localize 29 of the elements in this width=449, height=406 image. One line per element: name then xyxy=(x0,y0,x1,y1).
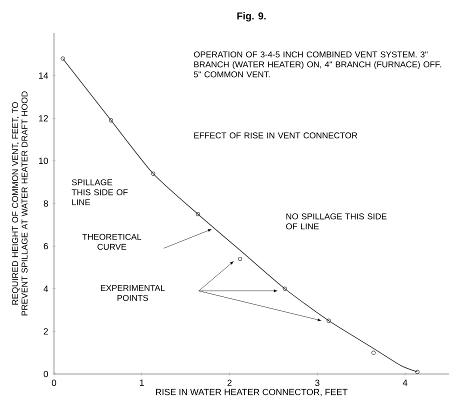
annotation: THEORETICAL CURVE xyxy=(82,234,142,250)
point xyxy=(196,212,200,216)
y-tick-label: 14 xyxy=(39,72,48,79)
y-tick-label: 8 xyxy=(44,200,48,207)
point xyxy=(371,350,376,355)
x-tick-label: 4 xyxy=(402,380,408,386)
y-tick-label: 12 xyxy=(39,115,48,122)
x-axis-title: RISE IN WATER HEATER CONNECTOR, FEET xyxy=(156,388,348,396)
point xyxy=(151,172,156,176)
annotation: EXPERIMENTAL POINTS xyxy=(100,285,165,301)
y-axis-title: REQUIRED HEIGHT OF COMMON VENT, FEET, TO PREVENT SPILLAGE AT WATER HEATER DRAFT HOOD xyxy=(12,91,28,316)
y-tick-label: 0 xyxy=(44,370,48,378)
x-tick-label: 3 xyxy=(315,380,320,386)
y-tick-label: 10 xyxy=(39,158,48,164)
y-tick-label: 2 xyxy=(44,328,48,335)
annotation: OPERATION OF 3-4-5 INCH COMBINED VENT SYSTEM. 3" BRANCH (WATER HEATER) ON, 4" BRANCH (FURNACE) OFF. 5" COMMON VENT. xyxy=(194,51,441,78)
x-tick-label: 0 xyxy=(52,380,56,386)
annotation: NO SPILLAGE THIS SIDE OF LINE xyxy=(286,213,387,230)
y-tick-label: 4 xyxy=(44,286,48,292)
x-tick-label: 1 xyxy=(140,380,144,386)
chart-title: Fig. 9. xyxy=(237,12,266,22)
point xyxy=(108,118,114,122)
x-tick-label: 2 xyxy=(228,380,232,386)
point xyxy=(326,318,331,323)
point xyxy=(282,286,287,291)
annotation: EFFECT OF RISE IN VENT CONNECTOR xyxy=(194,132,358,138)
point xyxy=(238,256,242,262)
y-tick-label: 6 xyxy=(44,242,48,250)
annotation: SPILLAGE THIS SIDE OF LINE xyxy=(72,179,128,206)
